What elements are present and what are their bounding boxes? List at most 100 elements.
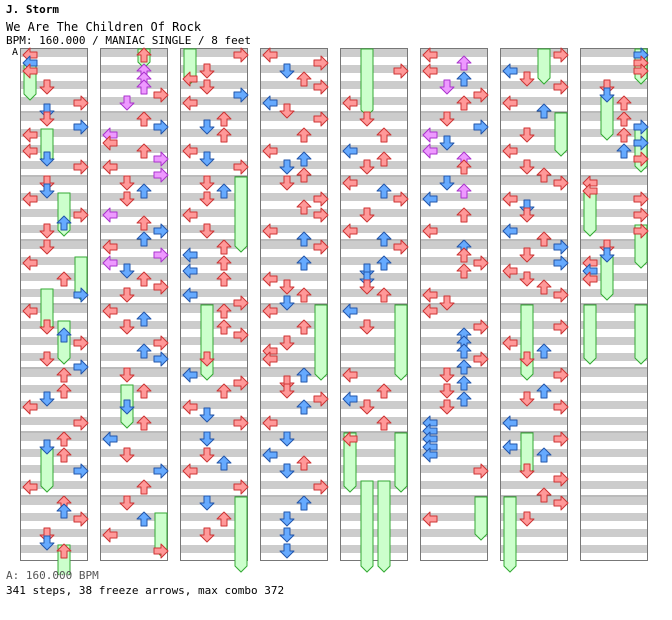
beat-stripe — [420, 97, 488, 105]
beat-stripe — [20, 337, 88, 345]
down-arrow-icon — [279, 295, 295, 311]
beat-stripe — [580, 433, 648, 441]
up-arrow-icon — [456, 247, 472, 263]
beat-stripe — [260, 385, 328, 393]
chart-subtitle: BPM: 160.000 / MANIAC SINGLE / 8 feet — [6, 34, 252, 47]
beat-stripe — [500, 529, 568, 537]
right-arrow-icon — [233, 375, 249, 391]
beat-stripe — [100, 449, 168, 457]
up-arrow-icon — [616, 111, 632, 127]
down-arrow-icon — [439, 383, 455, 399]
right-arrow-icon — [553, 175, 569, 191]
up-arrow-icon — [456, 71, 472, 87]
down-arrow-icon — [519, 247, 535, 263]
song-title: We Are The Children Of Rock — [6, 20, 202, 34]
left-arrow-icon — [422, 511, 438, 527]
beat-stripe — [100, 145, 168, 153]
beat-stripe — [580, 113, 648, 121]
beat-stripe — [580, 369, 648, 377]
left-arrow-icon — [342, 367, 358, 383]
down-arrow-icon — [119, 263, 135, 279]
up-arrow-icon — [536, 167, 552, 183]
down-arrow-icon — [519, 271, 535, 287]
beat-stripe — [340, 257, 408, 265]
left-arrow-icon — [422, 191, 438, 207]
right-arrow-icon — [153, 351, 169, 367]
beat-stripe — [500, 241, 568, 249]
beat-stripe — [420, 433, 488, 441]
beat-stripe — [260, 81, 328, 89]
right-arrow-icon — [153, 247, 169, 263]
right-arrow-icon — [313, 55, 329, 71]
right-arrow-icon — [553, 319, 569, 335]
beat-stripe — [20, 145, 88, 153]
beat-stripe — [180, 545, 248, 553]
beat-stripe — [580, 513, 648, 521]
freeze-arrow — [503, 496, 517, 573]
freeze-arrow — [583, 192, 597, 237]
right-arrow-icon — [73, 359, 89, 375]
right-arrow-icon — [153, 87, 169, 103]
freeze-arrow — [394, 432, 408, 493]
beat-stripe — [420, 257, 488, 265]
up-arrow-icon — [536, 447, 552, 463]
beat-stripe — [20, 289, 88, 297]
beat-stripe — [580, 417, 648, 425]
bpm-legend: A: 160.000 BPM — [6, 569, 99, 582]
up-arrow-icon — [296, 399, 312, 415]
right-arrow-icon — [153, 223, 169, 239]
left-arrow-icon — [502, 263, 518, 279]
beat-stripe — [580, 193, 648, 201]
left-arrow-icon — [342, 175, 358, 191]
beat-stripe — [180, 417, 248, 425]
beat-stripe — [20, 193, 88, 201]
beat-stripe — [580, 225, 648, 233]
beat-stripe — [580, 337, 648, 345]
up-arrow-icon — [56, 383, 72, 399]
beat-stripe — [180, 369, 248, 377]
beat-stripe — [500, 337, 568, 345]
beat-stripe — [20, 161, 88, 169]
down-arrow-icon — [119, 175, 135, 191]
right-arrow-icon — [73, 415, 89, 431]
right-arrow-icon — [553, 287, 569, 303]
right-arrow-icon — [73, 95, 89, 111]
left-arrow-icon — [262, 447, 278, 463]
beat-stripe — [340, 209, 408, 217]
left-arrow-icon — [262, 271, 278, 287]
down-arrow-icon — [119, 95, 135, 111]
beat-stripe — [20, 433, 88, 441]
beat-stripe — [20, 129, 88, 137]
up-arrow-icon — [56, 543, 72, 559]
up-arrow-icon — [216, 455, 232, 471]
freeze-arrow — [474, 496, 488, 541]
up-arrow-icon — [376, 127, 392, 143]
beat-stripe — [500, 81, 568, 89]
beat-stripe — [180, 497, 248, 505]
beat-stripe — [180, 209, 248, 217]
beat-stripe — [180, 97, 248, 105]
beat-stripe — [500, 369, 568, 377]
beat-stripe — [580, 97, 648, 105]
beat-stripe — [500, 497, 568, 505]
down-arrow-icon — [599, 87, 615, 103]
beat-stripe — [340, 401, 408, 409]
left-arrow-icon — [102, 239, 118, 255]
down-arrow-icon — [199, 351, 215, 367]
beat-stripe — [180, 113, 248, 121]
beat-stripe — [580, 49, 648, 57]
beat-stripe — [100, 97, 168, 105]
up-arrow-icon — [56, 447, 72, 463]
down-arrow-icon — [39, 239, 55, 255]
beat-stripe — [20, 545, 88, 553]
beat-stripe — [100, 241, 168, 249]
beat-stripe — [340, 529, 408, 537]
freeze-arrow — [554, 112, 568, 157]
down-arrow-icon — [439, 175, 455, 191]
up-arrow-icon — [536, 231, 552, 247]
beat-stripe — [180, 353, 248, 361]
column-border — [20, 48, 88, 561]
down-arrow-icon — [439, 399, 455, 415]
up-arrow-icon — [216, 271, 232, 287]
up-arrow-icon — [56, 271, 72, 287]
